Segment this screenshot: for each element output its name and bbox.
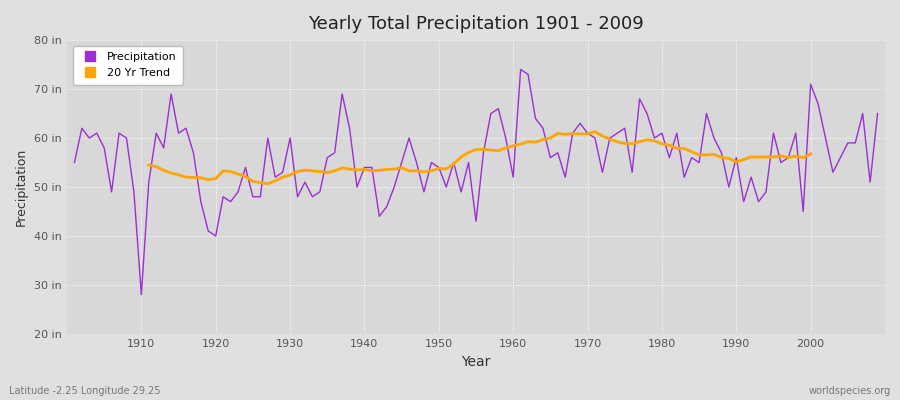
Text: worldspecies.org: worldspecies.org [809, 386, 891, 396]
X-axis label: Year: Year [462, 355, 490, 369]
Legend: Precipitation, 20 Yr Trend: Precipitation, 20 Yr Trend [73, 46, 184, 84]
Y-axis label: Precipitation: Precipitation [15, 148, 28, 226]
Title: Yearly Total Precipitation 1901 - 2009: Yearly Total Precipitation 1901 - 2009 [308, 15, 644, 33]
Text: Latitude -2.25 Longitude 29.25: Latitude -2.25 Longitude 29.25 [9, 386, 160, 396]
